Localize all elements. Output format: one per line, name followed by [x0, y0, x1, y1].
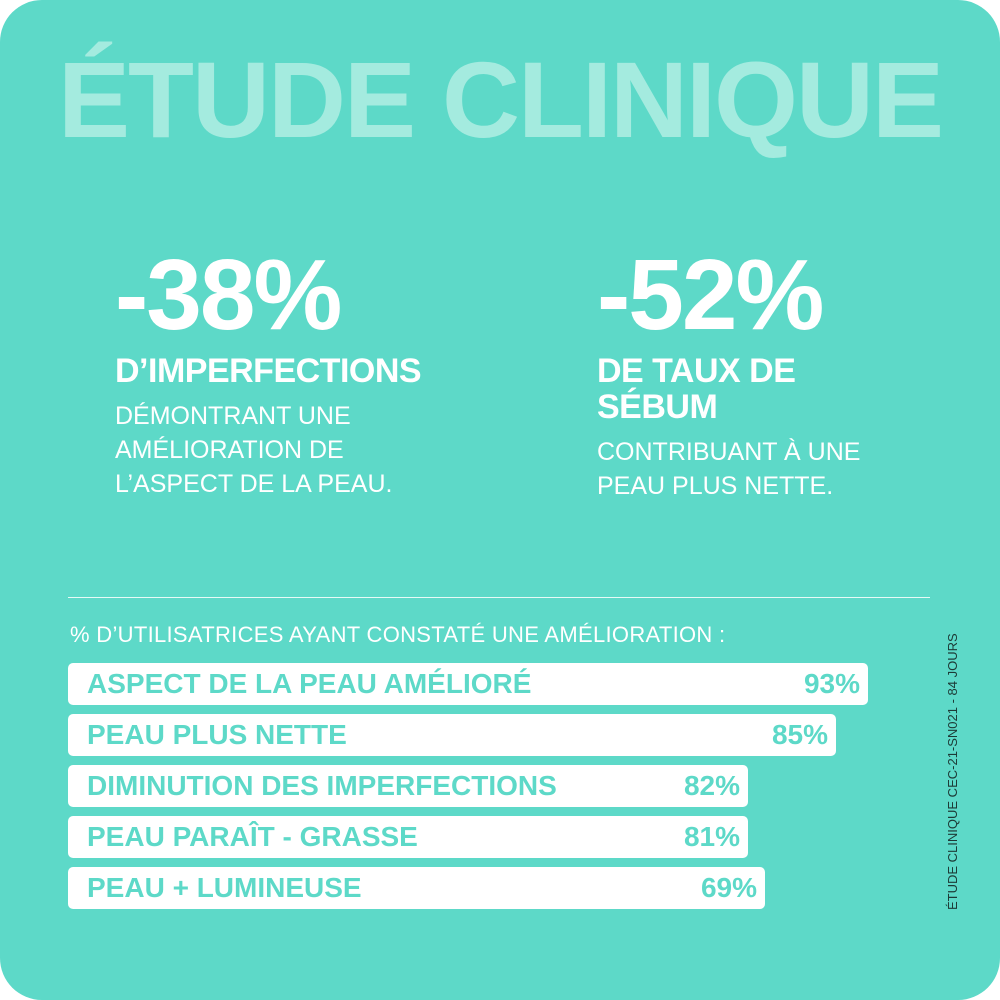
- row-value: 82%: [683, 770, 740, 801]
- stat: -38% D’IMPERFECTIONS DÉMONTRANT UNE AMÉLIOR…: [115, 239, 422, 501]
- description-line: L’ASPECT DE LA PEAU.: [115, 470, 393, 498]
- stat-value: -52%: [597, 239, 824, 351]
- survey-row: ASPECT DE LA PEAU AMÉLIORÉ 93%: [68, 663, 868, 705]
- row-value: 69%: [700, 872, 757, 903]
- divider: [68, 597, 930, 598]
- row-label: ASPECT DE LA PEAU AMÉLIORÉ: [87, 668, 532, 699]
- title: ÉTUDE CLINIQUE: [57, 39, 944, 160]
- stat-label: D’IMPERFECTIONS: [115, 352, 422, 390]
- stat-label: DE TAUX DE: [597, 352, 796, 390]
- stat: -52% DE TAUX DE SÉBUM CONTRIBUANT À UNE PEAU…: [597, 245, 860, 503]
- row-label: DIMINUTION DES IMPERFECTIONS: [87, 770, 557, 801]
- stat-value: -38%: [115, 239, 342, 351]
- survey-row: PEAU + LUMINEUSE 69%: [68, 867, 765, 909]
- description-line: PEAU PLUS NETTE.: [597, 472, 834, 500]
- survey-row: PEAU PARAÎT - GRASSE 81%: [68, 816, 748, 858]
- row-label: PEAU PLUS NETTE: [87, 719, 347, 750]
- stat-description: DÉMONTRANT UNE AMÉLIORATION DE L’ASPECT DE…: [115, 399, 421, 501]
- row-value: 93%: [803, 668, 860, 699]
- row-value: 81%: [683, 821, 740, 852]
- description-line: CONTRIBUANT À UNE: [597, 438, 861, 466]
- footnote: ÉTUDE CLINIQUE CEC-21-SN021 - 84 JOURS: [945, 633, 960, 910]
- survey-title: % D’UTILISATRICES AYANT CONSTATÉ UNE AMÉ…: [70, 622, 726, 647]
- stat-description: CONTRIBUANT À UNE PEAU PLUS NETTE.: [597, 435, 860, 503]
- survey-row: DIMINUTION DES IMPERFECTIONS 82%: [68, 765, 748, 807]
- row-value: 85%: [771, 719, 828, 750]
- row-label: PEAU PARAÎT - GRASSE: [87, 821, 418, 852]
- stat-label-block: D’IMPERFECTIONS: [115, 352, 422, 390]
- row-label: PEAU + LUMINEUSE: [87, 872, 362, 903]
- stat-label: SÉBUM: [597, 388, 718, 426]
- survey-row: PEAU PLUS NETTE 85%: [68, 714, 836, 756]
- description-line: AMÉLIORATION DE: [115, 436, 344, 464]
- stat-label-block: DE TAUX DE SÉBUM: [597, 353, 860, 425]
- description-line: DÉMONTRANT UNE: [115, 402, 351, 430]
